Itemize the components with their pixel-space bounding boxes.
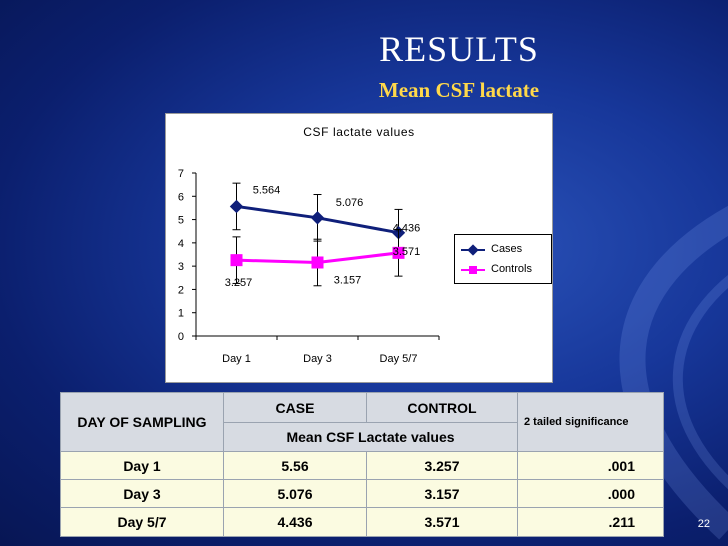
data-point-cases	[310, 211, 325, 225]
table-header-row: DAY OF SAMPLING CASE CONTROL 2 tailed si…	[60, 392, 664, 452]
cell-control: 3.257	[366, 451, 518, 480]
x-tick-label: Day 1	[222, 353, 251, 365]
data-point-controls	[392, 246, 405, 259]
legend-label-controls: Controls	[491, 263, 532, 275]
header-mean-csf: Mean CSF Lactate values	[223, 422, 518, 452]
results-table: DAY OF SAMPLING CASE CONTROL 2 tailed si…	[60, 392, 664, 537]
header-case: CASE	[223, 392, 367, 423]
header-day-of-sampling: DAY OF SAMPLING	[60, 392, 224, 452]
chart-panel: CSF lactate values 0 1 2 3 4 5 6 7 Day 1 Day 3 Day …	[165, 113, 553, 383]
data-label: 4.436	[393, 223, 421, 235]
data-label: 5.076	[336, 197, 364, 209]
x-tick-label: Day 3	[303, 353, 332, 365]
table-row: Day 3 5.076 3.157 .000	[60, 479, 664, 508]
data-label: 5.564	[253, 184, 281, 196]
data-label: 3.157	[334, 274, 362, 286]
data-label: 3.571	[393, 246, 421, 258]
data-point-cases	[229, 199, 244, 214]
square-marker-icon	[469, 266, 477, 274]
y-tick-label: 0	[178, 331, 184, 343]
legend-label-cases: Cases	[491, 243, 523, 255]
cell-day: Day 1	[60, 451, 224, 480]
y-tick-label: 5	[178, 215, 184, 227]
y-tick-label: 2	[178, 284, 184, 296]
cell-significance: .000	[517, 479, 664, 508]
cell-case: 4.436	[223, 507, 367, 537]
y-tick-label: 4	[178, 238, 184, 250]
header-control: CONTROL	[366, 392, 518, 423]
slide-title: RESULTS	[379, 29, 539, 69]
cell-day: Day 5/7	[60, 507, 224, 537]
y-tick-label: 1	[178, 308, 184, 320]
cell-control: 3.571	[366, 507, 518, 537]
chart-legend: Cases Controls	[454, 234, 552, 284]
data-label: 3.257	[225, 277, 253, 289]
slide-subtitle: Mean CSF lactate	[378, 78, 540, 102]
cell-day: Day 3	[60, 479, 224, 508]
decorative-swoosh	[619, 205, 728, 540]
chart-title: CSF lactate values	[303, 125, 415, 139]
cell-significance: .211	[517, 507, 664, 537]
table-row: Day 1 5.56 3.257 .001	[60, 451, 664, 480]
data-point-controls	[311, 256, 324, 269]
cell-case: 5.56	[223, 451, 367, 480]
cell-control: 3.157	[366, 479, 518, 508]
diamond-marker-icon	[467, 244, 479, 256]
y-tick-label: 6	[178, 191, 184, 203]
y-tick-label: 7	[178, 168, 184, 180]
y-tick-label: 3	[178, 261, 184, 273]
page-number: 22	[697, 518, 710, 530]
header-significance: 2 tailed significance	[517, 392, 664, 452]
data-point-controls	[230, 254, 243, 267]
table-row: Day 5/7 4.436 3.571 .211	[60, 507, 664, 537]
cell-significance: .001	[517, 451, 664, 480]
line-chart: CSF lactate values 0 1 2 3 4 5 6 7 Day 1 Day 3 Day …	[178, 125, 440, 365]
x-tick-label: Day 5/7	[380, 353, 418, 365]
cell-case: 5.076	[223, 479, 367, 508]
